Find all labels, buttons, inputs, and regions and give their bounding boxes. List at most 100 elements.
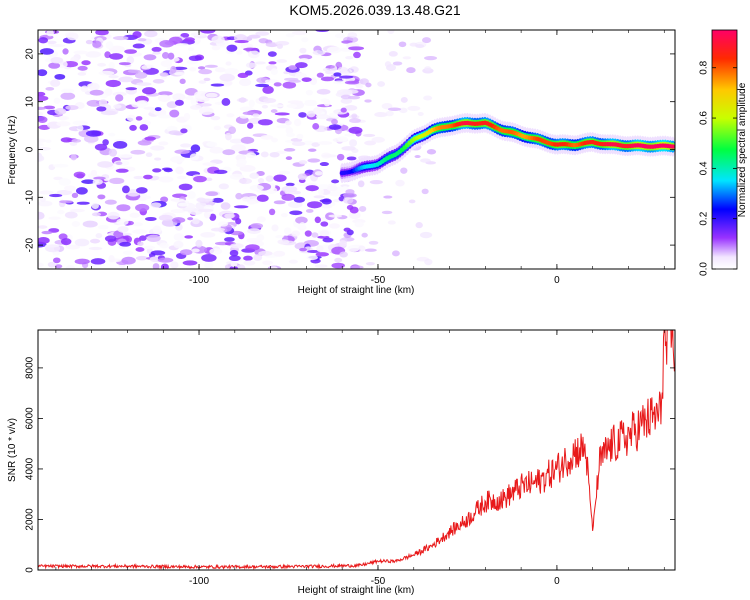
noise-cell xyxy=(282,81,297,89)
noise-cell xyxy=(316,72,324,78)
noise-cell xyxy=(419,231,433,239)
noise-cell xyxy=(333,80,347,85)
noise-cell xyxy=(85,130,102,137)
noise-cell xyxy=(315,252,330,257)
noise-cell xyxy=(89,89,104,96)
noise-cell xyxy=(136,187,148,194)
noise-cell xyxy=(39,190,54,195)
noise-cell xyxy=(152,78,165,84)
noise-cell xyxy=(190,104,202,110)
noise-cell xyxy=(144,216,157,221)
noise-cell xyxy=(95,233,103,239)
noise-cell xyxy=(151,46,162,52)
noise-cell xyxy=(212,197,224,203)
noise-cell xyxy=(174,99,184,106)
noise-cell xyxy=(105,79,121,88)
noise-cell xyxy=(254,61,266,65)
noise-cell xyxy=(368,240,379,245)
noise-cell xyxy=(358,245,366,252)
noise-cell xyxy=(206,141,218,147)
noise-cell xyxy=(276,59,288,63)
noise-cell xyxy=(119,241,132,247)
noise-cell xyxy=(187,217,194,221)
colorbar-tick-label: 0.6 xyxy=(699,111,710,125)
noise-cell xyxy=(349,118,361,124)
noise-cell xyxy=(229,173,244,180)
noise-cell xyxy=(223,81,233,86)
noise-cell xyxy=(138,197,147,202)
noise-cell xyxy=(163,168,173,173)
noise-cell xyxy=(273,82,282,87)
noise-cell xyxy=(184,37,195,42)
noise-cell xyxy=(183,112,191,121)
noise-cell xyxy=(213,125,222,131)
noise-cell xyxy=(234,40,249,44)
noise-cell xyxy=(125,87,138,91)
noise-cell xyxy=(127,69,141,74)
noise-cell xyxy=(61,88,75,93)
noise-cell xyxy=(198,107,214,116)
noise-cell xyxy=(408,199,416,204)
noise-cell xyxy=(126,114,136,122)
noise-cell xyxy=(249,172,260,179)
noise-cell xyxy=(326,185,338,192)
noise-cell xyxy=(305,89,313,96)
noise-cell xyxy=(303,101,318,107)
noise-cell xyxy=(256,216,266,223)
noise-cell xyxy=(257,177,265,184)
noise-cell xyxy=(381,102,393,110)
noise-cell xyxy=(236,264,246,269)
noise-cell xyxy=(343,227,351,232)
noise-cell xyxy=(298,160,308,165)
noise-cell xyxy=(38,142,44,147)
noise-cell xyxy=(273,200,286,205)
noise-cell xyxy=(364,99,372,103)
noise-cell xyxy=(363,133,376,137)
noise-cell xyxy=(334,33,345,39)
noise-cell xyxy=(320,76,334,82)
noise-cell xyxy=(312,122,320,130)
noise-cell xyxy=(322,237,334,243)
noise-cell xyxy=(86,99,102,107)
noise-cell xyxy=(108,255,115,263)
noise-cell xyxy=(44,244,59,248)
noise-cell xyxy=(237,72,249,79)
noise-cell xyxy=(116,204,131,212)
noise-cell xyxy=(245,62,257,69)
noise-cell xyxy=(38,262,44,268)
noise-cell xyxy=(398,41,407,48)
noise-cell xyxy=(312,107,323,114)
noise-cell xyxy=(291,141,306,147)
noise-cell xyxy=(235,218,242,225)
noise-cell xyxy=(317,187,324,196)
noise-cell xyxy=(248,34,261,39)
noise-cell xyxy=(143,245,156,250)
noise-cell xyxy=(108,132,116,137)
noise-cell xyxy=(71,192,79,198)
noise-cell xyxy=(268,208,276,216)
noise-cell xyxy=(172,209,182,213)
noise-cell xyxy=(90,169,98,176)
noise-cell xyxy=(173,233,185,241)
noise-cell xyxy=(197,208,214,213)
noise-cell xyxy=(316,88,331,95)
noise-cell xyxy=(135,247,145,252)
noise-cell xyxy=(395,179,405,187)
noise-cell xyxy=(271,224,279,232)
noise-cell xyxy=(313,195,325,199)
noise-cell xyxy=(86,83,97,89)
noise-cell xyxy=(402,56,412,60)
noise-cell xyxy=(342,192,357,198)
noise-cell xyxy=(144,136,156,141)
y-tick-label: -20 xyxy=(25,237,36,252)
noise-cell xyxy=(76,124,84,132)
noise-cell xyxy=(333,72,342,77)
noise-cell xyxy=(38,211,45,220)
noise-cell xyxy=(248,99,255,108)
noise-cell xyxy=(225,132,232,141)
noise-cell xyxy=(202,162,217,166)
noise-cell xyxy=(349,139,358,147)
noise-cell xyxy=(172,217,186,224)
noise-cell xyxy=(198,103,212,107)
noise-cell xyxy=(299,47,307,54)
